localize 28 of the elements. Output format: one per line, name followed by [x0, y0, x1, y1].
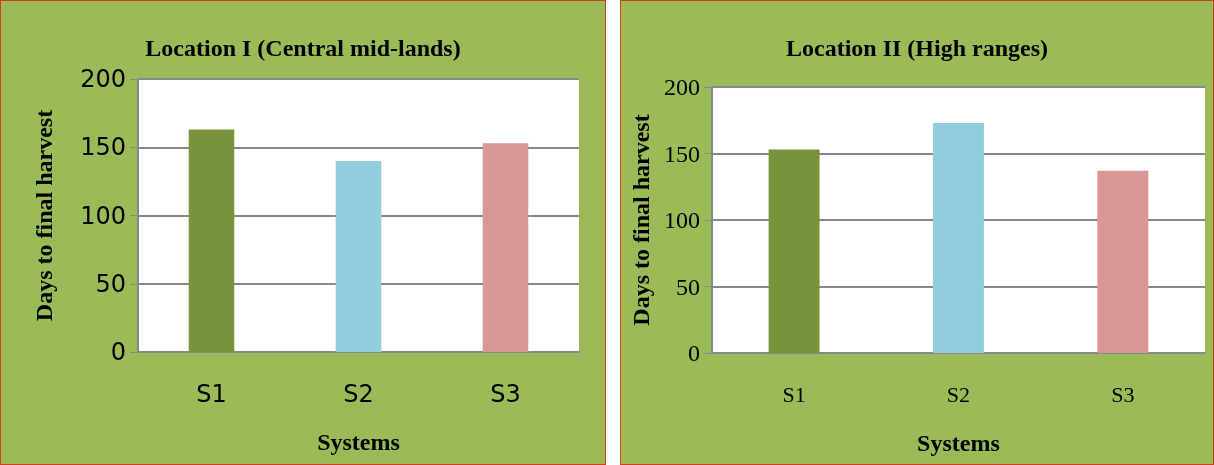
- y-axis-title: Days to final harvest: [628, 114, 654, 326]
- chart-title: Location II (High ranges): [785, 35, 1049, 61]
- x-tick-label: S1: [196, 380, 227, 408]
- y-tick-label: 150: [663, 140, 700, 167]
- bar: [1097, 170, 1149, 353]
- y-axis-title: Days to final harvest: [31, 109, 57, 322]
- y-tick-label: 0: [110, 338, 126, 366]
- x-tick-label: S3: [1111, 381, 1135, 407]
- x-tick-label: S1: [782, 381, 806, 407]
- x-tick-label: S2: [946, 381, 971, 407]
- bar: [482, 143, 529, 352]
- y-tick-label: 150: [80, 133, 126, 162]
- chart-title: Location I (Central mid-lands): [145, 35, 461, 61]
- y-tick-label: 50: [675, 273, 700, 300]
- x-tick-label: S3: [490, 380, 521, 408]
- y-tick-label: 200: [80, 65, 126, 93]
- bar: [932, 122, 984, 353]
- bar: [188, 129, 235, 352]
- y-tick-label: 0: [687, 340, 700, 366]
- bar: [335, 160, 382, 352]
- x-tick-label: S2: [343, 380, 374, 408]
- bar: [768, 149, 820, 353]
- y-tick-label: 200: [663, 74, 700, 100]
- x-axis-title: Systems: [317, 429, 400, 455]
- x-axis-title: Systems: [917, 430, 1000, 456]
- y-tick-label: 50: [95, 269, 126, 298]
- y-tick-label: 100: [80, 201, 126, 230]
- y-tick-label: 100: [663, 207, 700, 233]
